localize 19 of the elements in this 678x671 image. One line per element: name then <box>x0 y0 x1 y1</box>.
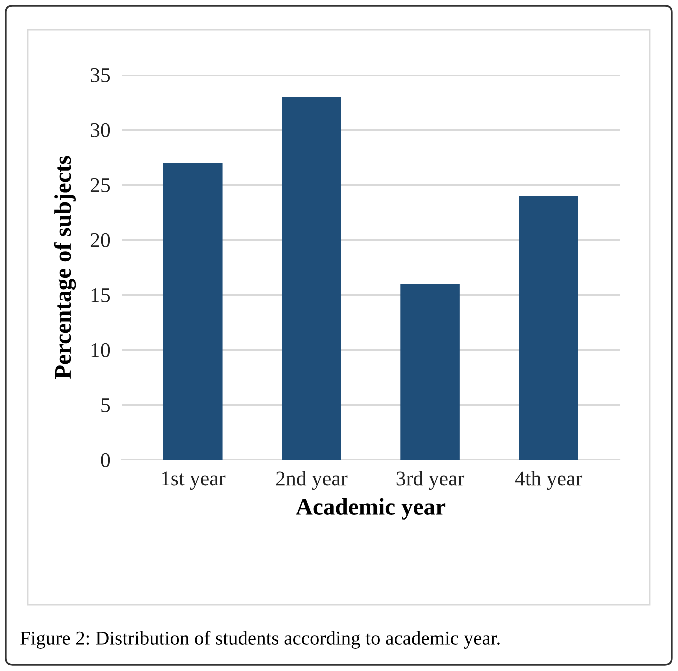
y-tick-label: 35 <box>91 68 110 82</box>
y-axis-title: Percentage of subjects <box>54 156 76 380</box>
bar <box>282 97 342 460</box>
x-tick-label: 3rd year <box>396 471 465 490</box>
x-axis-title: Academic year <box>296 498 446 520</box>
x-tick-label: 1st year <box>162 472 226 490</box>
caption: Figure 2: Distribution of students according to academic year. <box>20 631 500 649</box>
y-tick-label: 25 <box>90 178 110 192</box>
x-tick-label: 2nd year <box>276 471 348 490</box>
y-tick-label: 15 <box>92 288 110 302</box>
y-tick-label: 5 <box>102 398 110 412</box>
y-tick-label: 10 <box>92 343 110 358</box>
y-tick-label: 0 <box>101 453 110 468</box>
bar <box>400 284 460 460</box>
y-tick-label: 30 <box>91 123 110 138</box>
y-tick-label: 20 <box>90 233 110 248</box>
bar <box>164 163 223 460</box>
x-tick-label: 4th year <box>515 471 583 490</box>
bar <box>519 196 578 460</box>
